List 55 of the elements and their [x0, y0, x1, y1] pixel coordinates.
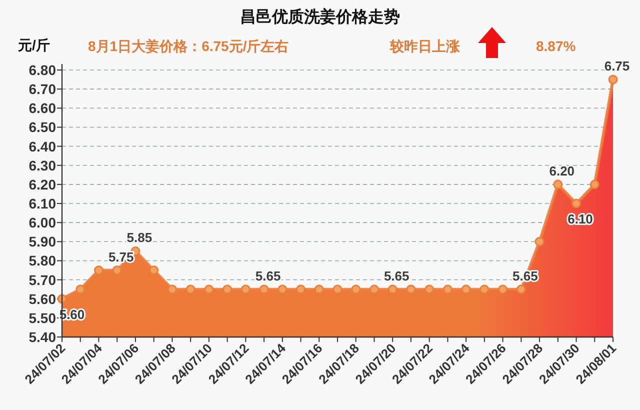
point	[608, 74, 618, 84]
y-tick-label: 5.40	[28, 329, 56, 345]
point	[314, 284, 324, 294]
data-label: 5.65	[384, 268, 410, 284]
point	[388, 284, 398, 294]
data-label: 5.85	[126, 230, 152, 246]
y-tick-label: 6.10	[28, 196, 56, 212]
y-tick-label: 5.50	[28, 310, 56, 326]
y-tick-label: 6.20	[28, 176, 56, 192]
point	[112, 266, 122, 275]
point	[351, 284, 361, 294]
point	[76, 284, 86, 294]
y-tick-label: 6.80	[28, 62, 56, 78]
point	[442, 284, 452, 294]
point	[167, 284, 177, 294]
y-tick-label: 5.90	[28, 234, 56, 250]
point	[480, 284, 490, 294]
y-tick-label: 6.30	[28, 157, 56, 174]
y-tick-label: 5.60	[28, 290, 56, 307]
y-tick-label: 5.70	[28, 272, 56, 288]
point	[461, 284, 471, 294]
data-label: 6.10	[568, 212, 593, 226]
text: 较昨日上涨	[389, 38, 461, 54]
y-tick-label: 6.50	[28, 119, 56, 136]
y-tick-label: 5.80	[28, 252, 56, 269]
point	[332, 284, 342, 294]
point	[553, 180, 563, 190]
y-tick-label: 6.70	[28, 81, 56, 98]
data-label: 5.65	[255, 268, 281, 284]
point	[516, 284, 526, 294]
point	[572, 198, 582, 208]
point	[406, 284, 416, 294]
point	[149, 266, 159, 275]
data-label: 6.75	[604, 58, 630, 74]
point	[296, 284, 306, 294]
point	[259, 284, 269, 294]
y-axis-title: 元/斤	[17, 37, 50, 53]
y-tick-label: 6.60	[28, 100, 56, 116]
point	[590, 180, 600, 190]
point	[222, 284, 232, 294]
y-tick-label: 6.00	[28, 214, 56, 231]
point	[534, 236, 544, 246]
point	[94, 266, 104, 275]
point	[369, 284, 379, 294]
point	[186, 284, 196, 294]
point	[424, 284, 434, 294]
chart-title: 昌邑优质洗姜价格走势	[240, 7, 400, 26]
point	[278, 284, 288, 294]
point	[204, 284, 214, 294]
point	[240, 284, 250, 294]
text: 8月1日大姜价格：6.75元/斤左右	[88, 38, 289, 54]
y-tick-label: 6.40	[28, 138, 56, 154]
data-label: 6.20	[549, 163, 575, 178]
text: 8.87%	[536, 38, 576, 54]
point	[498, 284, 508, 294]
